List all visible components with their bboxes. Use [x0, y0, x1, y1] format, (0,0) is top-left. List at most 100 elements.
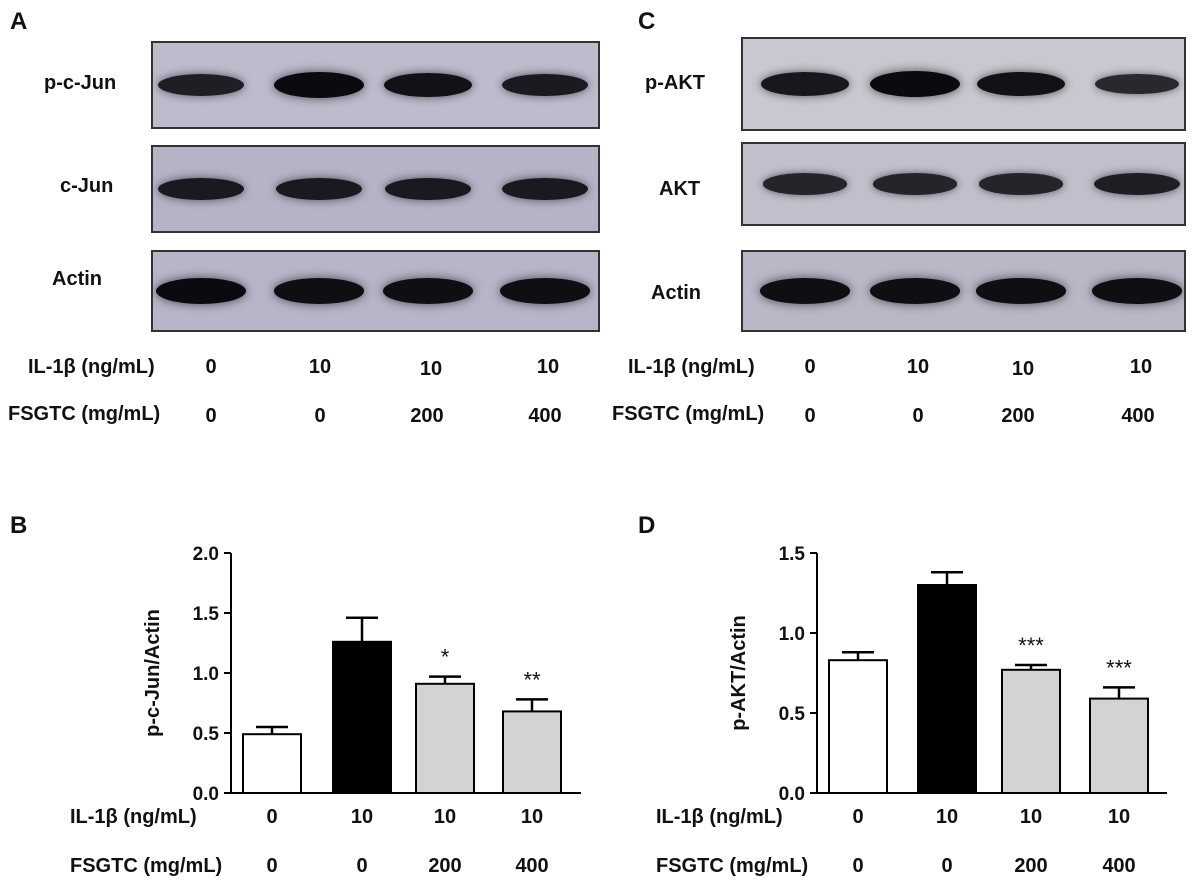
- significance-label: *: [441, 645, 450, 670]
- condition-value: 200: [428, 855, 462, 877]
- bar: [242, 733, 302, 795]
- condition-value: 10: [935, 806, 959, 828]
- y-tick-label: 0.0: [193, 784, 219, 805]
- panel-letter-d: D: [638, 512, 656, 539]
- condition-value: 10: [1129, 356, 1153, 378]
- condition-value: 0: [941, 855, 953, 877]
- blot-label-akt: AKT: [659, 178, 701, 200]
- condition-value: 400: [528, 405, 562, 427]
- blot-band: [158, 74, 244, 96]
- blot-row-akt: [741, 142, 1186, 226]
- condition-value: 10: [1011, 358, 1035, 380]
- condition-label-il1b-c: IL-1β (ng/mL): [628, 356, 755, 378]
- condition-value: 10: [520, 806, 544, 828]
- significance-label: ***: [1018, 633, 1044, 658]
- condition-value: 0: [356, 855, 368, 877]
- condition-value: 0: [804, 405, 816, 427]
- condition-value: 200: [410, 405, 444, 427]
- condition-value: 0: [852, 855, 864, 877]
- bar: [415, 682, 475, 794]
- panel-letter-c: C: [638, 8, 656, 35]
- condition-value: 0: [266, 855, 278, 877]
- condition-value: 0: [205, 356, 217, 378]
- condition-value: 200: [1014, 855, 1048, 877]
- blot-band: [383, 72, 473, 98]
- condition-value: 0: [804, 356, 816, 378]
- blot-band: [760, 278, 850, 304]
- condition-label-fsgtc-b: FSGTC (mg/mL): [70, 855, 223, 877]
- condition-value: 0: [912, 405, 924, 427]
- condition-value: 0: [266, 806, 278, 828]
- bar: [502, 710, 562, 795]
- condition-value: 10: [433, 806, 457, 828]
- y-tick-label: 0.5: [193, 724, 220, 745]
- blot-row-actin-c: [741, 250, 1186, 332]
- condition-label-il1b-a: IL-1β (ng/mL): [28, 356, 155, 378]
- y-axis-label: p-c-Jun/Actin: [142, 609, 164, 737]
- condition-value: 10: [906, 356, 930, 378]
- blot-label-c-jun: c-Jun: [60, 175, 114, 197]
- blot-band: [157, 177, 245, 201]
- blot-band: [976, 278, 1066, 304]
- blot-band: [274, 278, 364, 304]
- bar: [828, 659, 888, 795]
- blot-row-actin-a: [151, 250, 600, 332]
- condition-value: 10: [308, 356, 332, 378]
- condition-value: 400: [515, 855, 549, 877]
- bar: [1001, 668, 1061, 794]
- blot-band: [274, 72, 364, 98]
- y-axis-label: p-AKT/Actin: [728, 615, 750, 731]
- condition-label-fsgtc-d: FSGTC (mg/mL): [656, 855, 809, 877]
- y-tick-label: 1.5: [193, 604, 220, 625]
- blot-band: [978, 173, 1064, 195]
- significance-label: ***: [1106, 655, 1132, 680]
- blot-band: [1092, 278, 1182, 304]
- condition-value: 10: [350, 806, 374, 828]
- significance-label: **: [523, 667, 541, 692]
- blot-band: [761, 72, 849, 96]
- blot-band: [976, 71, 1066, 97]
- condition-label-il1b-b: IL-1β (ng/mL): [70, 806, 197, 828]
- y-tick-label: 2.0: [193, 544, 219, 565]
- panel-letter-a: A: [10, 8, 28, 35]
- condition-value: 400: [1102, 855, 1136, 877]
- blot-label-actin-c: Actin: [651, 282, 701, 304]
- condition-value: 10: [1019, 806, 1043, 828]
- condition-value: 10: [419, 358, 443, 380]
- y-tick-label: 1.5: [779, 544, 806, 565]
- blot-band: [1095, 73, 1179, 95]
- y-tick-label: 0.5: [779, 704, 806, 725]
- bar: [917, 584, 977, 794]
- condition-label-fsgtc-c: FSGTC (mg/mL): [612, 403, 765, 425]
- blot-band: [870, 278, 960, 304]
- blot-row-c-jun: [151, 145, 600, 233]
- blot-band: [156, 278, 246, 304]
- blot-band: [1094, 173, 1180, 195]
- condition-value: 400: [1121, 405, 1155, 427]
- blot-band: [500, 278, 590, 304]
- condition-value: 10: [536, 356, 560, 378]
- bar: [1089, 697, 1149, 794]
- y-tick-label: 0.0: [779, 784, 805, 805]
- blot-band: [383, 278, 473, 304]
- panel-letter-b: B: [10, 512, 28, 539]
- blot-band: [762, 173, 848, 195]
- blot-band: [501, 177, 589, 201]
- blot-band: [870, 71, 960, 97]
- y-tick-label: 1.0: [193, 664, 219, 685]
- blot-label-p-akt: p-AKT: [645, 72, 705, 94]
- blot-row-p-c-jun: [151, 41, 600, 129]
- condition-value: 0: [314, 405, 326, 427]
- condition-value: 10: [1107, 806, 1131, 828]
- blot-row-p-akt: [741, 37, 1186, 131]
- blot-band: [872, 173, 958, 195]
- y-tick-label: 1.0: [779, 624, 805, 645]
- blot-band: [275, 177, 363, 201]
- blot-label-p-c-jun: p-c-Jun: [44, 72, 117, 94]
- blot-band: [384, 177, 472, 201]
- condition-value: 200: [1001, 405, 1035, 427]
- bar: [332, 640, 392, 794]
- blot-band: [501, 73, 589, 97]
- condition-value: 0: [205, 405, 217, 427]
